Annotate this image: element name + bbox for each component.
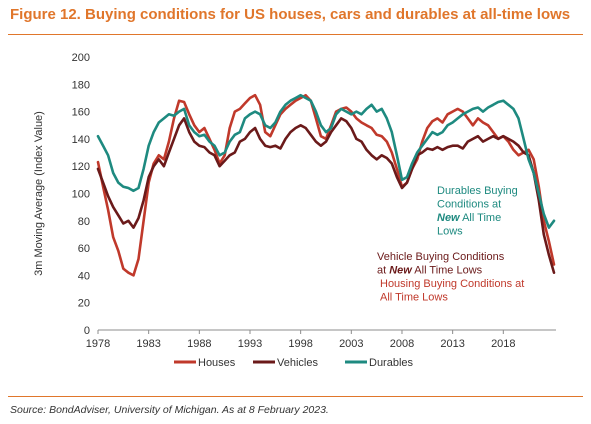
y-tick-label: 40 [78,270,90,282]
y-tick-label: 120 [72,161,90,173]
y-tick-label: 100 [72,189,90,201]
x-tick-label: 1983 [136,338,160,350]
x-tick-label: 2008 [390,338,414,350]
figure-title: Figure 12. Buying conditions for US hous… [10,6,571,23]
x-tick-label: 2013 [440,338,464,350]
title-rule [8,34,583,35]
legend: Houses Vehicles Durables [174,357,414,369]
annotations: Durables Buying Conditions at New All Time… [377,185,524,304]
annotation-2: Vehicle Buying Conditions at New All Time… [377,251,505,277]
x-tick-label: 1998 [288,338,312,350]
source-note: Source: BondAdviser, University of Michi… [10,404,329,416]
x-tick-label: 1993 [238,338,262,350]
y-tick-label: 20 [78,298,90,310]
y-tick-label: 0 [84,325,90,337]
y-tick-label: 80 [78,216,90,228]
legend-label-durables: Durables [369,357,414,369]
x-tick-label: 1988 [187,338,211,350]
legend-label-houses: Houses [198,357,236,369]
annotation-3: Housing Buying Conditions at All Time Low… [380,278,524,304]
y-tick-label: 140 [72,134,90,146]
series-layer [96,93,556,277]
x-tick-label: 2018 [491,338,515,350]
y-axis-ticks: 0 20 40 60 80 100 120 140 160 180 200 [72,52,90,337]
y-tick-label: 200 [72,52,90,64]
x-tick-label: 1978 [86,338,110,350]
series-line-vehicles [96,117,556,274]
x-tick-label: 2003 [339,338,363,350]
legend-label-vehicles: Vehicles [277,357,318,369]
y-tick-label: 180 [72,79,90,91]
series-line-durables [96,93,556,229]
y-axis-label: 3m Moving Average (Index Value) [33,111,45,276]
source-rule [8,396,583,397]
y-tick-label: 60 [78,243,90,255]
y-tick-label: 160 [72,107,90,119]
annotation-1: Durables Buying Conditions at New All Time… [437,185,518,238]
x-axis-ticks: 1978 1983 1988 1993 1998 2003 2008 2013 2018 [86,330,516,350]
